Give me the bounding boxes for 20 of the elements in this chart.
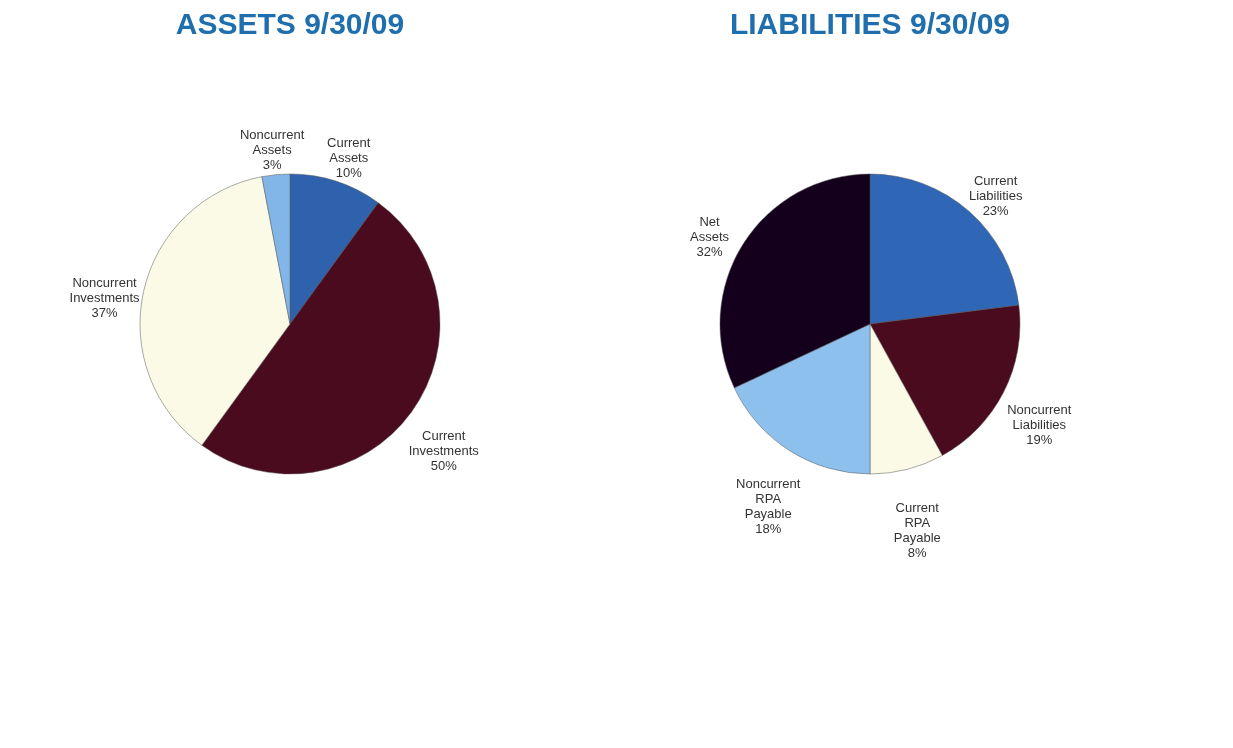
slice-label: Noncurrent RPA Payable xyxy=(736,476,801,522)
data-label: 23% xyxy=(982,203,1010,219)
data-label: 19% xyxy=(1026,432,1053,448)
chart-title: LIABILITIES 9/30/09 xyxy=(729,7,1011,40)
slice-label: Current Investments xyxy=(408,427,480,458)
chart-title: ASSETS 9/30/09 xyxy=(175,7,405,40)
slice-label: Net Assets xyxy=(690,214,730,245)
slice-label: Noncurrent Assets xyxy=(239,126,305,157)
slice-label: Current Liabilities xyxy=(968,173,1023,204)
data-label: 18% xyxy=(755,521,782,537)
data-label: 37% xyxy=(91,304,119,320)
data-label: 50% xyxy=(430,457,458,473)
data-label: 3% xyxy=(262,156,282,172)
data-label: 32% xyxy=(696,244,724,260)
slice-label: Current RPA Payable xyxy=(893,500,941,546)
slice-label: Current Assets xyxy=(327,135,371,166)
data-label: 10% xyxy=(335,165,363,181)
slice-label: Noncurrent Investments xyxy=(69,274,141,305)
slice-label: Noncurrent Liabilities xyxy=(1007,402,1072,433)
data-label: 8% xyxy=(907,545,928,561)
